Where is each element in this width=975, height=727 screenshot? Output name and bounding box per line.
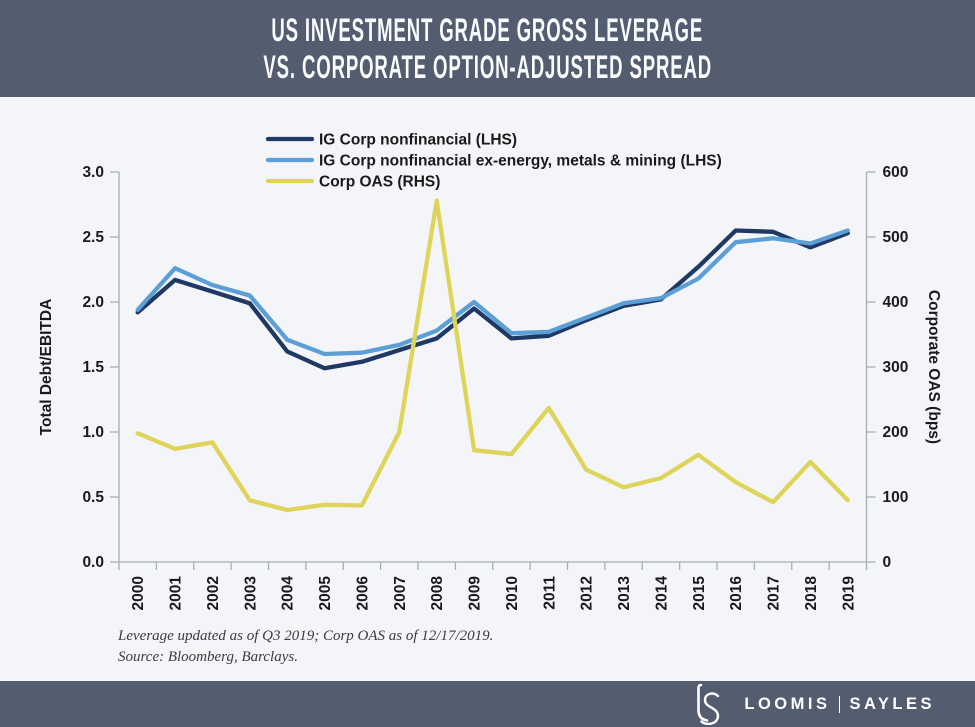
x-axis-year-label: 2014 [653, 576, 670, 611]
left-axis-tick-label: 3.0 [82, 164, 104, 181]
x-axis-year-label: 2006 [354, 576, 371, 611]
series-line-1 [135, 228, 850, 357]
right-axis-tick-label: 300 [883, 359, 909, 376]
brand-loomis: LOOMIS [744, 694, 831, 713]
x-axis-year-label: 2001 [168, 576, 185, 611]
legend-label-0: IG Corp nonfinancial (LHS) [319, 132, 517, 149]
left-axis-tick-label: 0.0 [82, 554, 104, 571]
x-axis-year-label: 2017 [766, 576, 783, 610]
left-axis-tick-label: 0.5 [82, 489, 104, 506]
right-axis-tick-label: 0 [883, 554, 892, 571]
series-line-2 [135, 198, 850, 513]
x-axis-year-label: 2005 [317, 576, 334, 611]
x-axis-year-label: 2007 [392, 576, 409, 610]
x-axis-year-label: 2012 [579, 576, 596, 610]
footnote-line1: Leverage updated as of Q3 2019; Corp OAS… [118, 628, 494, 644]
x-axis-year-label: 2013 [616, 576, 633, 611]
footnote-line2: Source: Bloomberg, Barclays. [118, 649, 298, 665]
left-axis-tick-label: 1.0 [82, 424, 104, 441]
brand-wordmark: LOOMIS SAYLES [744, 695, 935, 714]
x-axis-year-label: 2009 [467, 576, 484, 611]
header-bar: US INVESTMENT GRADE GROSS LEVERAGE VS. C… [0, 0, 975, 97]
right-axis-tick-label: 400 [883, 294, 909, 311]
x-axis-year-label: 2002 [205, 576, 222, 610]
right-axis-tick-label: 100 [883, 489, 909, 506]
x-axis-year-label: 2003 [242, 576, 259, 611]
footer-bar: LOOMIS SAYLES [0, 681, 975, 727]
page-title-line1: US INVESTMENT GRADE GROSS LEVERAGE [271, 11, 704, 48]
loomis-sayles-ls-monogram-logo [697, 683, 720, 725]
x-axis-year-label: 2018 [803, 576, 820, 611]
brand-sayles: SAYLES [849, 694, 935, 713]
left-axis-title: Total Debt/EBITDA [38, 299, 55, 436]
brand-divider [839, 695, 841, 713]
legend-label-2: Corp OAS (RHS) [319, 174, 440, 191]
x-axis-year-label: 2008 [429, 576, 446, 611]
x-axis-year-label: 2010 [504, 576, 521, 610]
x-axis-year-label: 2011 [541, 576, 558, 610]
left-axis-tick-label: 2.5 [82, 229, 104, 246]
right-axis-title: Corporate OAS (bps) [925, 290, 942, 444]
series-line-0 [135, 228, 850, 371]
footnote: Leverage updated as of Q3 2019; Corp OAS… [118, 626, 493, 668]
x-axis-year-label: 2019 [840, 576, 857, 611]
right-axis-tick-label: 200 [883, 424, 909, 441]
x-axis-year-label: 2015 [691, 576, 708, 611]
right-axis-tick-label: 500 [883, 229, 909, 246]
page-title-line2: VS. CORPORATE OPTION-ADJUSTED SPREAD [263, 48, 712, 85]
x-axis-year-label: 2016 [728, 576, 745, 611]
right-axis-tick-label: 600 [883, 164, 909, 181]
x-axis-year-label: 2000 [130, 576, 147, 610]
leverage-vs-oas-chart: 0.0 0.5 1.0 1.5 2.0 2.5 3.0 0 100 200 300 400 500 600… [38, 132, 942, 611]
left-axis-tick-label: 1.5 [82, 359, 104, 376]
legend-label-1: IG Corp nonfinancial ex-energy, metals &… [319, 153, 722, 170]
x-axis-year-label: 2004 [280, 576, 297, 611]
left-axis-tick-label: 2.0 [82, 294, 104, 311]
